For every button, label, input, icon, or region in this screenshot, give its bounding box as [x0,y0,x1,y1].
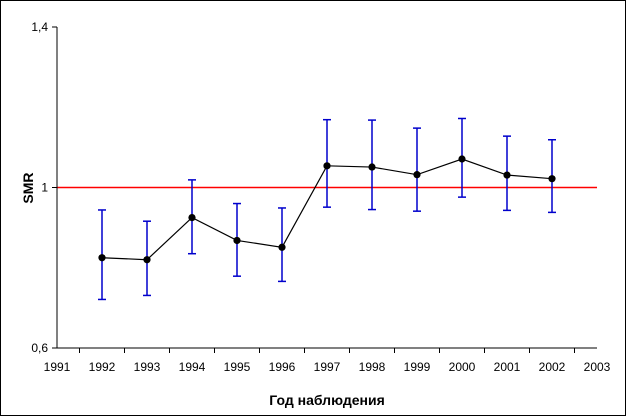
data-point [98,254,106,262]
x-tick-label: 2000 [449,360,476,374]
y-tick-label: 0,6 [31,341,48,355]
data-point [458,155,466,163]
tick-labels-layer: 1,4 1 0,6 1991 1992 1993 1994 1995 1996 1997 1998 1… [31,20,610,374]
y-tick-label: 1,4 [31,20,48,34]
data-point [233,236,241,245]
x-tick-label: 2001 [494,360,521,374]
data-point [548,175,556,183]
y-axis-title: SMR [20,172,36,203]
x-tick-label: 1999 [404,360,431,374]
data-point [368,163,376,171]
x-tick-label: 2003 [584,360,611,374]
data-point [143,256,151,264]
data-points-layer [98,155,556,264]
x-tick-label: 1994 [179,360,206,374]
axes-layer [52,26,597,353]
data-point [503,171,511,179]
x-tick-label: 1992 [89,360,116,374]
x-tick-label: 2002 [539,360,566,374]
x-tick-label: 1991 [44,360,71,374]
x-tick-label: 1997 [314,360,341,374]
x-tick-label: 1993 [134,360,161,374]
data-point [278,243,286,251]
data-point [413,171,421,179]
x-tick-label: 1998 [359,360,386,374]
x-tick-label: 1995 [224,360,251,374]
x-tick-label: 1996 [269,360,296,374]
data-point [323,162,331,170]
y-tick-label: 1 [41,181,48,195]
data-point [188,213,196,222]
x-axis-title: Год наблюдения [269,392,385,408]
error-bars-layer [98,117,556,301]
